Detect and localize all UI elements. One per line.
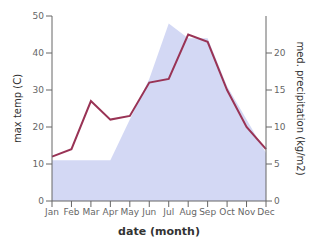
svg-text:50: 50 xyxy=(33,11,45,21)
svg-text:Apr: Apr xyxy=(103,207,119,217)
svg-text:10: 10 xyxy=(33,159,45,169)
svg-text:Aug: Aug xyxy=(179,207,197,217)
svg-text:0: 0 xyxy=(38,196,44,206)
svg-text:Jun: Jun xyxy=(141,207,156,217)
svg-text:Jul: Jul xyxy=(162,207,174,217)
svg-text:Feb: Feb xyxy=(63,207,79,217)
svg-text:Dec: Dec xyxy=(257,207,274,217)
svg-text:Nov: Nov xyxy=(238,207,256,217)
svg-text:max temp (C): max temp (C) xyxy=(12,74,23,143)
svg-text:May: May xyxy=(121,207,140,217)
svg-text:20: 20 xyxy=(33,122,45,132)
svg-text:40: 40 xyxy=(33,48,45,58)
svg-text:30: 30 xyxy=(33,85,45,95)
svg-text:Oct: Oct xyxy=(219,207,235,217)
svg-text:10: 10 xyxy=(274,122,286,132)
svg-text:20: 20 xyxy=(274,48,286,58)
svg-text:0: 0 xyxy=(274,196,280,206)
svg-text:Mar: Mar xyxy=(82,207,99,217)
svg-text:5: 5 xyxy=(274,159,280,169)
svg-text:med. precipitation (kg/m2): med. precipitation (kg/m2) xyxy=(295,41,306,175)
svg-text:date (month): date (month) xyxy=(118,225,200,238)
svg-text:15: 15 xyxy=(274,85,285,95)
svg-text:Sep: Sep xyxy=(199,207,216,217)
svg-text:Jan: Jan xyxy=(44,207,59,217)
